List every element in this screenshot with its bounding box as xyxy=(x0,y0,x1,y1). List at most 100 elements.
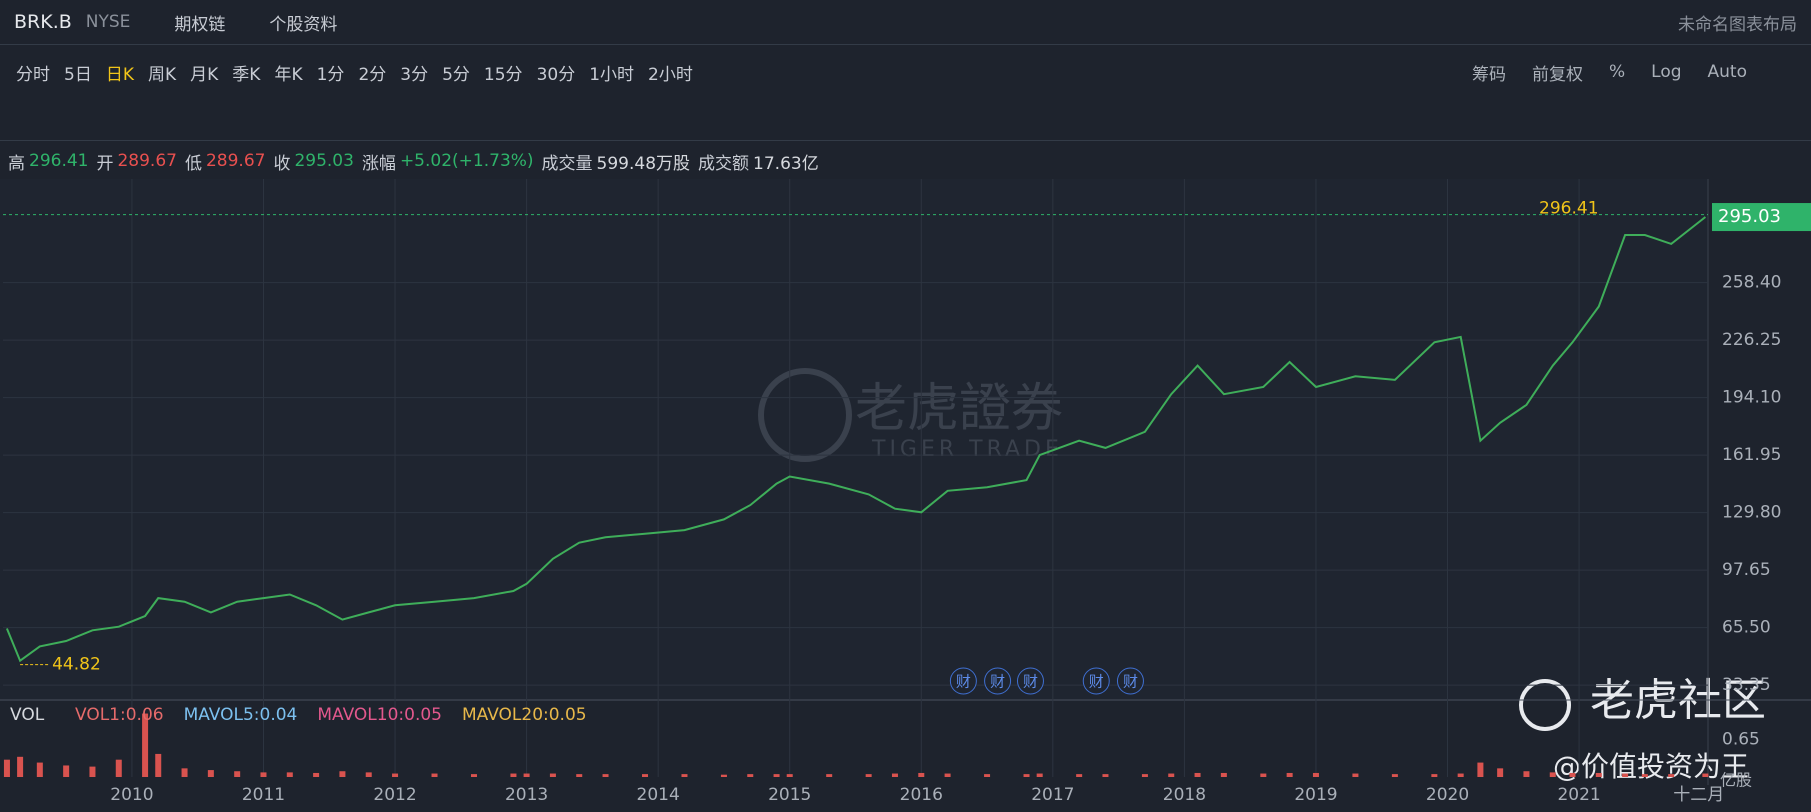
quote-value: +5.02(+1.73%) xyxy=(399,151,534,171)
period-tab[interactable]: 2分 xyxy=(358,64,387,85)
option[interactable]: Auto xyxy=(1707,62,1747,82)
volume-bar xyxy=(286,772,293,777)
period-tab[interactable]: 1分 xyxy=(316,64,345,85)
period-tabs: 分时 5日 日K 周K 月K 季K 年K 1分 2分 3分 5分 15分 30分 1小时 2小时 xyxy=(0,52,1811,92)
logo xyxy=(758,368,852,462)
volume-bar xyxy=(747,774,754,777)
period-tab[interactable]: 15分 xyxy=(483,64,523,85)
y-tick-label: 161.95 xyxy=(1722,445,1781,465)
watermark: 老虎證券 xyxy=(855,379,1063,439)
event-label: 财 xyxy=(990,673,1005,691)
volume-bar xyxy=(89,766,96,777)
volume-bar xyxy=(786,774,793,777)
option[interactable]: Log xyxy=(1651,62,1682,82)
price-pane xyxy=(0,179,1708,699)
volume-bar xyxy=(1569,772,1576,777)
link[interactable]: 个股资料 xyxy=(269,14,338,35)
x-tick-label: 2015 xyxy=(768,785,811,805)
period-tab[interactable]: 30分 xyxy=(536,64,576,85)
volume-bar xyxy=(234,771,241,777)
volume-bar xyxy=(63,765,70,777)
event-label: 财 xyxy=(956,673,971,691)
volume-bar xyxy=(826,774,833,777)
volume-bar xyxy=(1312,772,1319,777)
volume-bar xyxy=(944,773,951,777)
event-label: 财 xyxy=(1123,673,1138,691)
x-tick-label: 2014 xyxy=(637,785,680,805)
volume-bar xyxy=(1076,774,1083,777)
volume-bar xyxy=(1036,773,1043,777)
volume-bar xyxy=(313,772,320,777)
period-tab[interactable]: 季K xyxy=(232,64,261,85)
period-tab[interactable]: 年K xyxy=(274,64,303,85)
quote-value: 289.67 xyxy=(205,151,266,171)
quote-label: 高 xyxy=(8,153,25,174)
period-tab[interactable]: 周K xyxy=(147,64,177,85)
volume-bar xyxy=(1523,771,1530,777)
x-tick-label: 十二月 xyxy=(1673,785,1724,805)
volume-indicator: MAVOL5:0.04 xyxy=(184,705,298,725)
volume-bar xyxy=(576,774,583,777)
volume-bar xyxy=(431,773,438,777)
period-tab[interactable]: 5分 xyxy=(442,64,470,85)
volume-bar xyxy=(1141,774,1148,777)
volume-bar xyxy=(36,762,43,777)
y-tick-label: 97.65 xyxy=(1722,560,1771,580)
event-badge xyxy=(1016,667,1044,695)
volume-bar xyxy=(773,774,780,777)
link[interactable]: 期权链 xyxy=(174,14,226,35)
quote-value: 599.48万股 xyxy=(596,153,691,174)
quote-label: 收 xyxy=(273,153,291,174)
quote-value: 296.41 xyxy=(29,151,89,171)
quote-label: 涨幅 xyxy=(361,153,396,174)
x-tick-label: 2020 xyxy=(1426,785,1469,805)
volume-bar xyxy=(1622,773,1629,777)
volume-bar xyxy=(602,774,609,777)
volume-bar xyxy=(1391,774,1398,777)
header: BRK.B NYSE 期权链 个股资料 未命名图表布局 xyxy=(0,0,1811,45)
option[interactable]: 前复权 xyxy=(1531,64,1583,85)
volume-bar xyxy=(984,774,991,777)
event-badge xyxy=(1116,667,1144,695)
period-tab[interactable]: 月K xyxy=(190,64,219,85)
volume-bar xyxy=(549,773,556,777)
last-price-box xyxy=(1712,203,1811,232)
y-tick-label: 226.25 xyxy=(1722,330,1781,350)
x-tick-label: 2016 xyxy=(900,785,943,805)
watermark: @价值投资为王 xyxy=(1553,750,1749,783)
period-tab[interactable]: 1小时 xyxy=(589,64,635,85)
high-label: 296.41 xyxy=(1539,199,1598,219)
option[interactable]: 筹码 xyxy=(1471,64,1506,85)
volume-bar xyxy=(142,713,149,777)
volume-bar xyxy=(207,770,214,777)
quote-label: 开 xyxy=(96,153,114,174)
period-tab[interactable]: 日K xyxy=(105,64,134,85)
volume-bar xyxy=(1702,773,1709,777)
volume-bar xyxy=(1457,773,1464,777)
period-tab[interactable]: 3分 xyxy=(400,64,429,85)
volume-indicator: VOL1:0.06 xyxy=(75,705,164,725)
event-badge xyxy=(1082,667,1110,695)
volume-bar xyxy=(339,771,346,777)
volume-bar xyxy=(1286,772,1293,777)
volume-bar xyxy=(155,753,162,777)
volume-bar xyxy=(1595,772,1602,777)
volume-bar xyxy=(1549,772,1556,777)
option[interactable]: % xyxy=(1608,62,1626,82)
volume-bar xyxy=(1497,768,1504,777)
x-tick-label: 2017 xyxy=(1031,785,1074,805)
volume-bar xyxy=(681,774,688,777)
period-tab[interactable]: 2小时 xyxy=(648,64,693,85)
layout[interactable]: 未命名图表布局 xyxy=(1678,14,1797,35)
x-tick-label: 2021 xyxy=(1557,785,1600,805)
last-price-label: 295.03 xyxy=(1718,206,1781,227)
symbol: BRK.B xyxy=(14,11,72,33)
volume-bar xyxy=(1431,774,1438,777)
period-tab[interactable]: 5日 xyxy=(64,64,92,85)
volume-bar xyxy=(1352,773,1359,777)
volume-bar xyxy=(3,759,10,777)
volume-bar xyxy=(1194,772,1201,777)
volume-bar xyxy=(1220,772,1227,777)
period-tab[interactable]: 分时 xyxy=(16,64,50,85)
volume-bar xyxy=(392,773,399,777)
